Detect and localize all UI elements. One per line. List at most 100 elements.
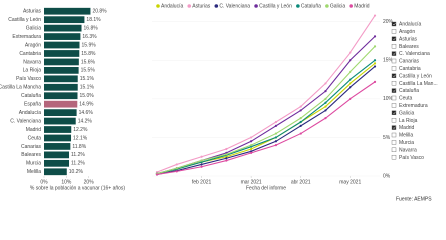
point — [250, 144, 253, 147]
legend-label[interactable]: Cataluña — [301, 4, 321, 10]
value-label: 15.8% — [81, 51, 96, 57]
x-tick-label: 10% — [61, 179, 72, 185]
category-label: Murcia — [26, 161, 41, 167]
checkbox[interactable] — [391, 154, 397, 160]
checkbox[interactable] — [391, 80, 397, 86]
category-label: Baleares — [21, 152, 41, 158]
bar — [44, 117, 76, 125]
legend-label[interactable]: C. Valenciana — [219, 4, 250, 10]
point — [349, 82, 352, 85]
bar — [44, 151, 70, 159]
checkbox[interactable] — [391, 51, 397, 56]
filter-label[interactable]: Canarias — [399, 59, 420, 65]
checkbox[interactable] — [391, 58, 397, 64]
filter-label[interactable]: Asturias — [399, 36, 418, 42]
filter-label[interactable]: Ceuta — [399, 96, 413, 102]
value-label: 10.2% — [69, 169, 84, 175]
checkbox[interactable] — [391, 21, 397, 27]
filter-label[interactable]: Extremadura — [399, 103, 428, 109]
legend-label[interactable]: Andalucía — [161, 4, 183, 10]
point — [250, 140, 253, 143]
checkbox[interactable] — [391, 44, 397, 49]
line — [156, 46, 376, 175]
page: Fuente: AEMPS 0% 10% 20%% sobre la poblaci… — [0, 3, 438, 203]
point — [324, 97, 327, 100]
checkbox[interactable] — [391, 103, 397, 108]
legend-label[interactable]: Castilla y León — [259, 4, 292, 10]
bar — [44, 83, 78, 91]
bar — [44, 16, 85, 24]
value-label: 15.1% — [80, 76, 95, 82]
filter-label[interactable]: Baleares — [399, 44, 419, 50]
filter-label[interactable]: Aragón — [399, 29, 415, 35]
filter-label[interactable]: Cantabria — [399, 66, 421, 72]
checkbox[interactable] — [391, 140, 397, 145]
point — [200, 161, 203, 164]
point — [299, 120, 302, 124]
point — [225, 157, 228, 160]
checkbox[interactable] — [391, 110, 397, 116]
filter-label[interactable]: Castilla La Man... — [399, 81, 438, 87]
bar — [44, 75, 78, 83]
checkbox[interactable] — [391, 36, 397, 41]
checkbox[interactable] — [391, 88, 397, 93]
point — [324, 117, 327, 120]
category-label: Aragón — [25, 42, 41, 48]
filter-label[interactable]: Navarra — [399, 147, 417, 153]
dashboard: Fuente: AEMPS 0% 10% 20%% sobre la poblaci… — [0, 4, 438, 203]
filter-label[interactable]: C. Valenciana — [399, 51, 430, 57]
legend-label[interactable]: Galicia — [330, 4, 346, 10]
footer: Fuente: AEMPS — [396, 196, 432, 202]
filter-label[interactable]: País Vasco — [399, 155, 424, 161]
category-label: Andalucía — [19, 110, 41, 116]
filter-label[interactable]: Andalucía — [399, 22, 421, 28]
value-label: 12.2% — [73, 127, 88, 133]
filter-label[interactable]: Cataluña — [399, 88, 419, 94]
point — [250, 145, 253, 148]
point — [373, 14, 377, 17]
checkbox[interactable] — [391, 125, 397, 130]
bar — [44, 58, 79, 66]
value-label: 20.8% — [92, 9, 107, 15]
category-label: C. Valenciana — [10, 118, 41, 124]
line — [156, 81, 376, 176]
category-label: Madrid — [26, 127, 42, 133]
filter-label[interactable]: Galicia — [399, 110, 415, 116]
value-label: 15.5% — [81, 68, 96, 74]
filter-label[interactable]: Madrid — [399, 125, 415, 131]
value-label: 14.6% — [79, 110, 94, 116]
legend-marker — [156, 4, 160, 8]
legend-marker — [325, 4, 329, 8]
filter-label[interactable]: La Rioja — [399, 118, 418, 124]
value-label: 15.6% — [81, 59, 96, 65]
category-label: País Vasco — [16, 76, 41, 82]
point — [349, 51, 352, 54]
value-label: 12.1% — [73, 135, 88, 141]
point — [349, 59, 352, 62]
point — [225, 153, 228, 156]
checkbox[interactable] — [391, 95, 397, 101]
filter-label[interactable]: Murcia — [399, 140, 414, 146]
value-label: 16.8% — [84, 25, 99, 31]
legend-label[interactable]: Asturias — [192, 4, 211, 10]
point — [373, 59, 377, 62]
filter-label[interactable]: Melilla — [399, 133, 413, 139]
checkbox[interactable] — [391, 132, 397, 138]
x-axis-label: % sobre la población a vacunar (16+ años… — [30, 185, 126, 191]
checkbox[interactable] — [391, 117, 397, 123]
category-label: La Rioja — [23, 68, 42, 74]
checkbox[interactable] — [391, 147, 397, 153]
legend-label[interactable]: Madrid — [354, 4, 370, 10]
filter-label[interactable]: Castilla y León — [399, 73, 432, 79]
checkbox[interactable] — [391, 29, 397, 34]
point — [200, 155, 203, 158]
point — [274, 140, 278, 143]
checkbox[interactable] — [391, 73, 397, 79]
bar — [44, 134, 72, 142]
category-label: Ceuta — [28, 135, 42, 141]
category-label: Galicia — [26, 25, 42, 31]
checkbox[interactable] — [391, 66, 397, 71]
value-label: 16.3% — [82, 34, 97, 40]
bar — [44, 24, 82, 32]
point — [225, 151, 228, 154]
